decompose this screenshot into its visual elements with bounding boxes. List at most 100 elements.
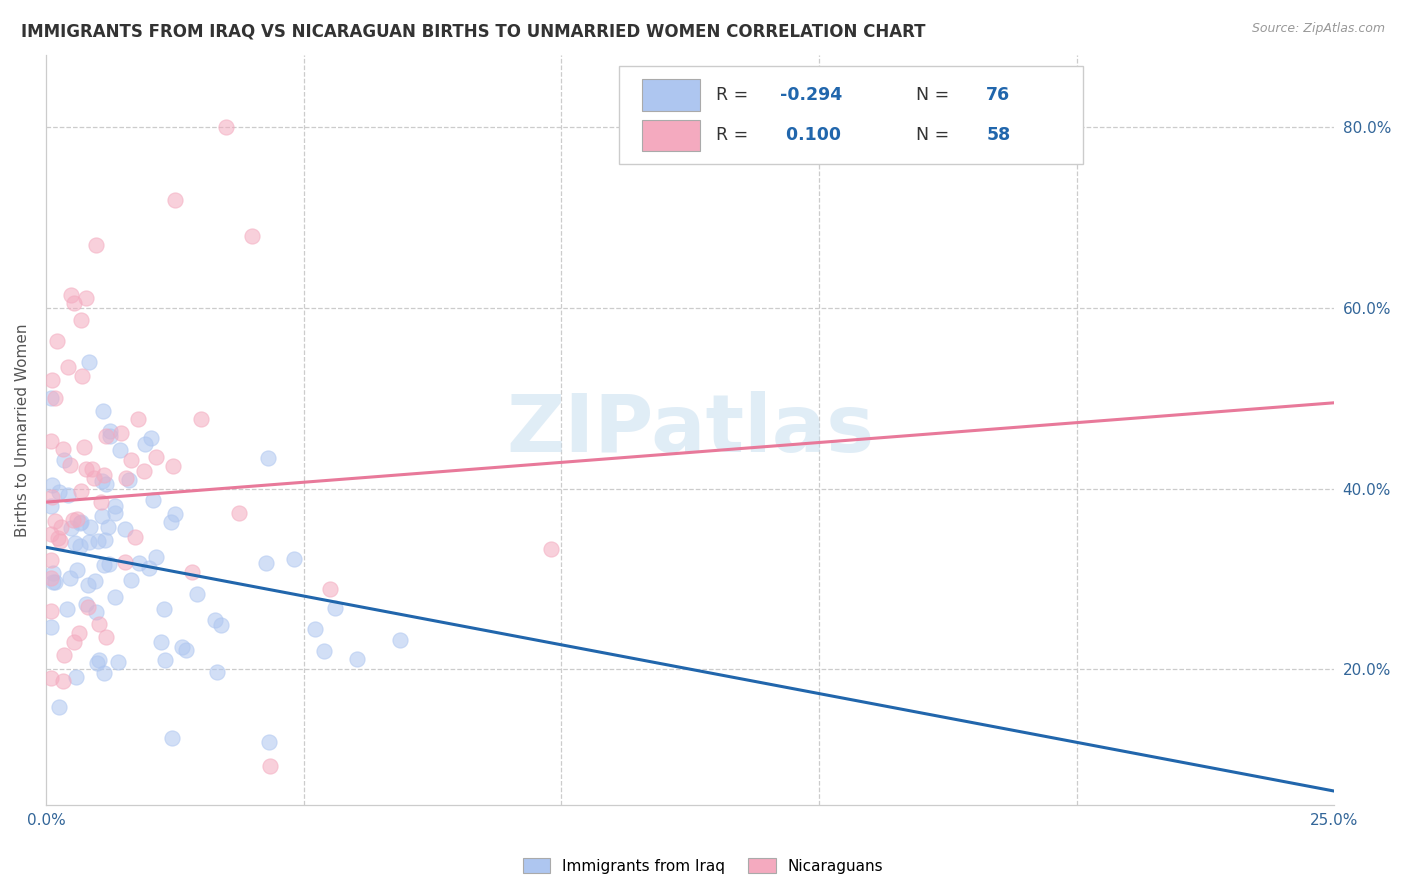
Point [44,514,66,528]
Text: IMMIGRANTS FROM IRAQ VS NICARAGUAN BIRTHS TO UNMARRIED WOMEN CORRELATION CHART: IMMIGRANTS FROM IRAQ VS NICARAGUAN BIRTH… [21,22,925,40]
Point [77,354,100,368]
Legend: Immigrants from Iraq, Nicaraguans: Immigrants from Iraq, Nicaraguans [516,852,890,880]
Point [124,530,146,544]
Point [163,193,186,207]
FancyBboxPatch shape [619,66,1083,164]
Point [141,493,163,508]
Point [94,630,117,644]
Point [89,616,111,631]
Point [58,359,80,374]
Point [63,536,86,550]
Point [89,653,111,667]
Point [153,602,176,616]
Text: R =: R = [716,127,754,145]
Point [93,665,115,680]
Text: 0.100: 0.100 [780,127,841,145]
Point [240,228,263,243]
Point [114,522,136,536]
Point [53,648,76,662]
Point [73,440,96,454]
Point [108,442,131,457]
Point [75,291,97,305]
Point [209,618,232,632]
Point [39,604,62,618]
Point [39,553,62,567]
Point [77,535,100,549]
Point [145,450,167,464]
Point [90,509,112,524]
Point [77,599,100,614]
Point [153,653,176,667]
Point [59,570,82,584]
Point [66,512,89,526]
Point [39,671,62,685]
Point [93,558,115,572]
Point [41,478,63,492]
Y-axis label: Births to Unmarried Women: Births to Unmarried Women [15,323,30,537]
Point [254,556,277,570]
Point [51,520,73,534]
Point [59,287,82,301]
Point [186,587,208,601]
Point [67,626,90,640]
Point [97,520,120,534]
Point [228,506,250,520]
Point [104,590,127,604]
Point [170,640,193,654]
Point [66,563,89,577]
Text: N =: N = [915,127,955,145]
Point [190,412,212,426]
Point [283,551,305,566]
Point [58,488,80,502]
Point [176,643,198,657]
Point [44,392,66,406]
Point [114,555,136,569]
Point [540,542,562,557]
Point [52,442,75,457]
Point [118,473,141,487]
Point [110,426,132,441]
Point [62,512,84,526]
Point [162,459,184,474]
Point [257,735,280,749]
Point [204,613,226,627]
Point [39,571,62,585]
Point [46,531,69,545]
Point [259,759,281,773]
Point [94,533,117,548]
Point [53,453,76,467]
Point [70,369,93,384]
Point [42,566,65,580]
Point [39,500,62,514]
Point [75,597,97,611]
Point [63,635,86,649]
Point [80,462,103,476]
Point [84,574,107,589]
Point [134,436,156,450]
Text: ZIPatlas: ZIPatlas [506,391,875,469]
Point [107,655,129,669]
Point [86,534,108,549]
Point [39,526,62,541]
Point [48,485,70,500]
Point [100,424,122,438]
Point [46,334,69,348]
Point [90,474,112,488]
Point [104,499,127,513]
Point [120,453,142,467]
Point [346,652,368,666]
Text: R =: R = [716,86,754,103]
Point [120,573,142,587]
Text: Source: ZipAtlas.com: Source: ZipAtlas.com [1251,22,1385,36]
Point [49,534,72,549]
Point [312,643,335,657]
Point [56,602,79,616]
Point [141,431,163,445]
Point [319,582,342,596]
Point [42,574,65,589]
Point [388,632,411,647]
Point [323,601,346,615]
Point [93,467,115,482]
Point [77,577,100,591]
Point [70,483,93,498]
